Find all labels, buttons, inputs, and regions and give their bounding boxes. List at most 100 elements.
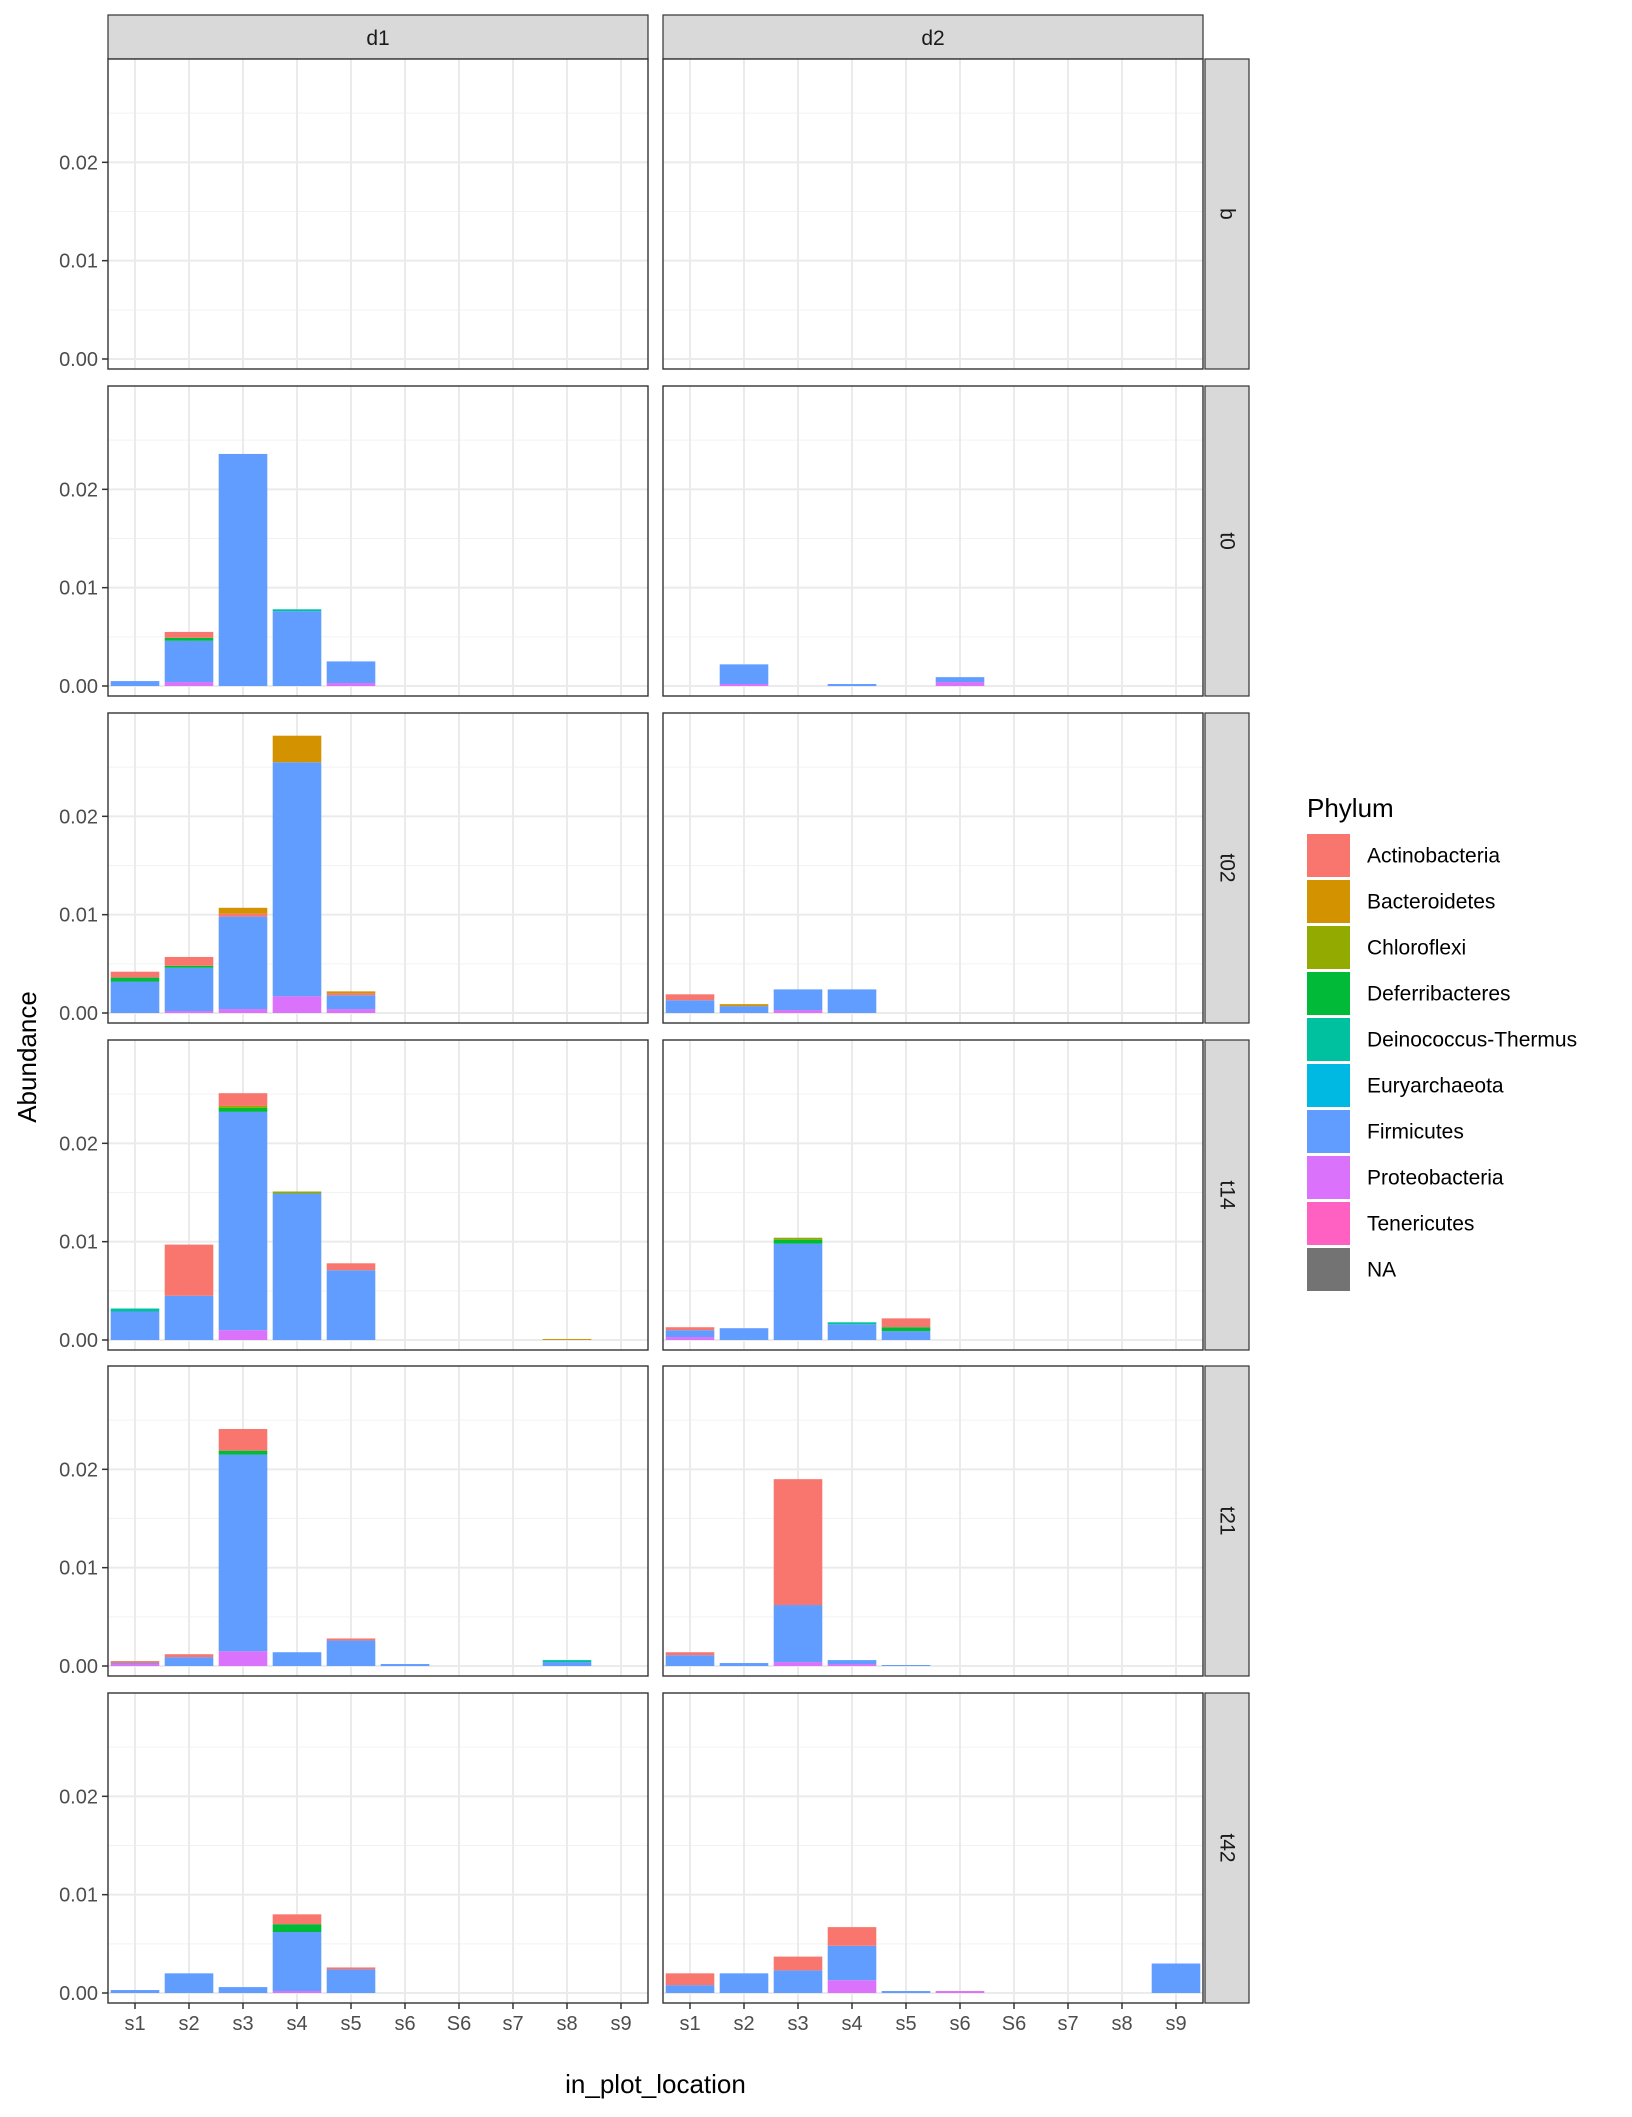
x-tick-label: s8 bbox=[1111, 2013, 1132, 2035]
bar-segment-s5-firmicutes bbox=[326, 1969, 376, 1993]
y-tick-label: 0.02 bbox=[59, 1459, 98, 1481]
y-axis-t42: 0.00 0.01 0.02 bbox=[59, 1786, 108, 2005]
y-tick-label: 0.00 bbox=[59, 1656, 98, 1678]
bar-segment-s1-firmicutes bbox=[110, 1311, 160, 1340]
x-tick-label: s1 bbox=[124, 2013, 145, 2035]
bar-segment-s3-deferribacteres bbox=[218, 1107, 268, 1112]
x-tick-label: s3 bbox=[232, 2013, 253, 2035]
panel-border bbox=[662, 1365, 1204, 1677]
bar-segment-s1-deferribacteres bbox=[110, 977, 160, 982]
legend-label: Proteobacteria bbox=[1367, 1167, 1504, 1190]
bar-segment-s2-proteobacteria bbox=[164, 682, 214, 686]
bar-segment-s2-firmicutes bbox=[164, 1973, 214, 1993]
panel-t14-d1 bbox=[107, 1039, 649, 1351]
panel-t21-d1 bbox=[107, 1365, 649, 1677]
bar-segment-s5-firmicutes bbox=[326, 1270, 376, 1340]
panel-border bbox=[107, 1365, 649, 1677]
bar-segment-s5-firmicutes bbox=[326, 1640, 376, 1666]
column-strip-bg bbox=[662, 14, 1204, 60]
legend-key bbox=[1307, 1156, 1350, 1199]
bar-segment-s4-proteobacteria bbox=[827, 1664, 877, 1666]
bar-segment-s1-firmicutes bbox=[665, 1985, 715, 1993]
y-tick-label: 0.01 bbox=[59, 251, 98, 273]
bar-segment-s5-firmicutes bbox=[881, 1665, 931, 1666]
y-axis-title: Abundance bbox=[12, 991, 42, 1123]
bar-segment-s5-firmicutes bbox=[326, 995, 376, 1010]
x-tick-label: s6 bbox=[949, 2013, 970, 2035]
bar-segment-s1-proteobacteria bbox=[665, 1337, 715, 1340]
bar-segment-s3-firmicutes bbox=[773, 989, 823, 1011]
bar-segment-s4-proteobacteria bbox=[272, 1991, 322, 1993]
y-tick-label: 0.00 bbox=[59, 349, 98, 371]
row-strip-label: b bbox=[1216, 208, 1239, 220]
x-tick-label: s5 bbox=[895, 2013, 916, 2035]
legend-key bbox=[1307, 1064, 1350, 1107]
y-tick-label: 0.00 bbox=[59, 676, 98, 698]
legend-label: Bacteroidetes bbox=[1367, 891, 1495, 914]
bar-segment-s4-firmicutes bbox=[827, 684, 877, 686]
row-strip-t02: t02 bbox=[1204, 712, 1250, 1024]
bar-segment-s8-deinococcus-thermus bbox=[542, 1660, 592, 1663]
bar-segment-s4-firmicutes bbox=[827, 1945, 877, 1981]
panel-background bbox=[108, 1366, 648, 1676]
bar-segment-s1-deinococcus-thermus bbox=[110, 1308, 160, 1312]
panel-t02-d1 bbox=[107, 712, 649, 1024]
panel-border bbox=[662, 58, 1204, 370]
bar-segment-s4-deinococcus-thermus bbox=[827, 1322, 877, 1325]
legend-item-actinobacteria: Actinobacteria bbox=[1307, 834, 1500, 877]
bar-segment-s4-bacteroidetes bbox=[272, 735, 322, 763]
legend-key bbox=[1307, 972, 1350, 1015]
panel-border bbox=[662, 1692, 1204, 2004]
bar-segment-s1-firmicutes bbox=[665, 1655, 715, 1666]
bar-segment-s4-firmicutes bbox=[272, 1932, 322, 1992]
legend-item-euryarchaeota: Euryarchaeota bbox=[1307, 1064, 1504, 1107]
panel-background bbox=[108, 1693, 648, 2003]
bar-segment-s1-actinobacteria bbox=[110, 971, 160, 978]
bar-segment-s5-firmicutes bbox=[881, 1331, 931, 1340]
bar-segment-s3-firmicutes bbox=[773, 1605, 823, 1663]
x-axis-title: in_plot_location bbox=[565, 2069, 746, 2099]
bar-segment-s3-firmicutes bbox=[218, 1987, 268, 1993]
bar-segment-s9-firmicutes bbox=[1151, 1963, 1201, 1993]
y-tick-label: 0.02 bbox=[59, 1133, 98, 1155]
bar-segment-s4-proteobacteria bbox=[272, 996, 322, 1013]
bar-segment-s4-firmicutes bbox=[827, 1324, 877, 1340]
bar-segment-s3-proteobacteria bbox=[218, 1651, 268, 1666]
bar-segment-s3-proteobacteria bbox=[218, 1009, 268, 1013]
row-strip-bg bbox=[1204, 712, 1250, 1024]
bar-segment-s3-chloroflexi bbox=[218, 1105, 268, 1108]
legend-key bbox=[1307, 880, 1350, 923]
bar-segment-s3-actinobacteria bbox=[218, 1093, 268, 1106]
bar-segment-s2-deferribacteres bbox=[164, 965, 214, 968]
x-tick-label: s7 bbox=[502, 2013, 523, 2035]
bar-segment-s8-firmicutes bbox=[542, 1662, 592, 1666]
panel-b-d1 bbox=[107, 58, 649, 370]
y-tick-label: 0.01 bbox=[59, 905, 98, 927]
legend-item-deferribacteres: Deferribacteres bbox=[1307, 972, 1511, 1015]
column-strip-d2: d2 bbox=[662, 14, 1204, 60]
x-tick-label: s5 bbox=[340, 2013, 361, 2035]
panel-t14-d2 bbox=[662, 1039, 1204, 1351]
panel-background bbox=[108, 59, 648, 369]
y-tick-label: 0.00 bbox=[59, 1003, 98, 1025]
x-tick-label: s3 bbox=[787, 2013, 808, 2035]
y-axis-b: 0.00 0.01 0.02 bbox=[59, 152, 108, 371]
legend-key bbox=[1307, 834, 1350, 877]
y-tick-label: 0.02 bbox=[59, 152, 98, 174]
legend-label: Firmicutes bbox=[1367, 1121, 1464, 1144]
panel-t42-d2 bbox=[662, 1692, 1204, 2004]
panel-border bbox=[107, 712, 649, 1024]
bar-segment-s3-actinobacteria bbox=[218, 913, 268, 917]
bar-segment-s4-deferribacteres bbox=[272, 1924, 322, 1933]
bar-segment-s4-firmicutes bbox=[272, 762, 322, 997]
x-axis-d2: s1 s2 s3 s4 s5 s6 S6 s7 s8 s9 bbox=[679, 2003, 1187, 2035]
row-strip-bg bbox=[1204, 58, 1250, 370]
y-tick-label: 0.01 bbox=[59, 1232, 98, 1254]
bar-segment-s3-chloroflexi bbox=[773, 1237, 823, 1240]
bar-segment-s6-firmicutes bbox=[380, 1664, 430, 1666]
row-strip-b: b bbox=[1204, 58, 1250, 370]
bar-segment-s3-actinobacteria bbox=[773, 1956, 823, 1971]
bar-segment-s2-actinobacteria bbox=[164, 1244, 214, 1296]
